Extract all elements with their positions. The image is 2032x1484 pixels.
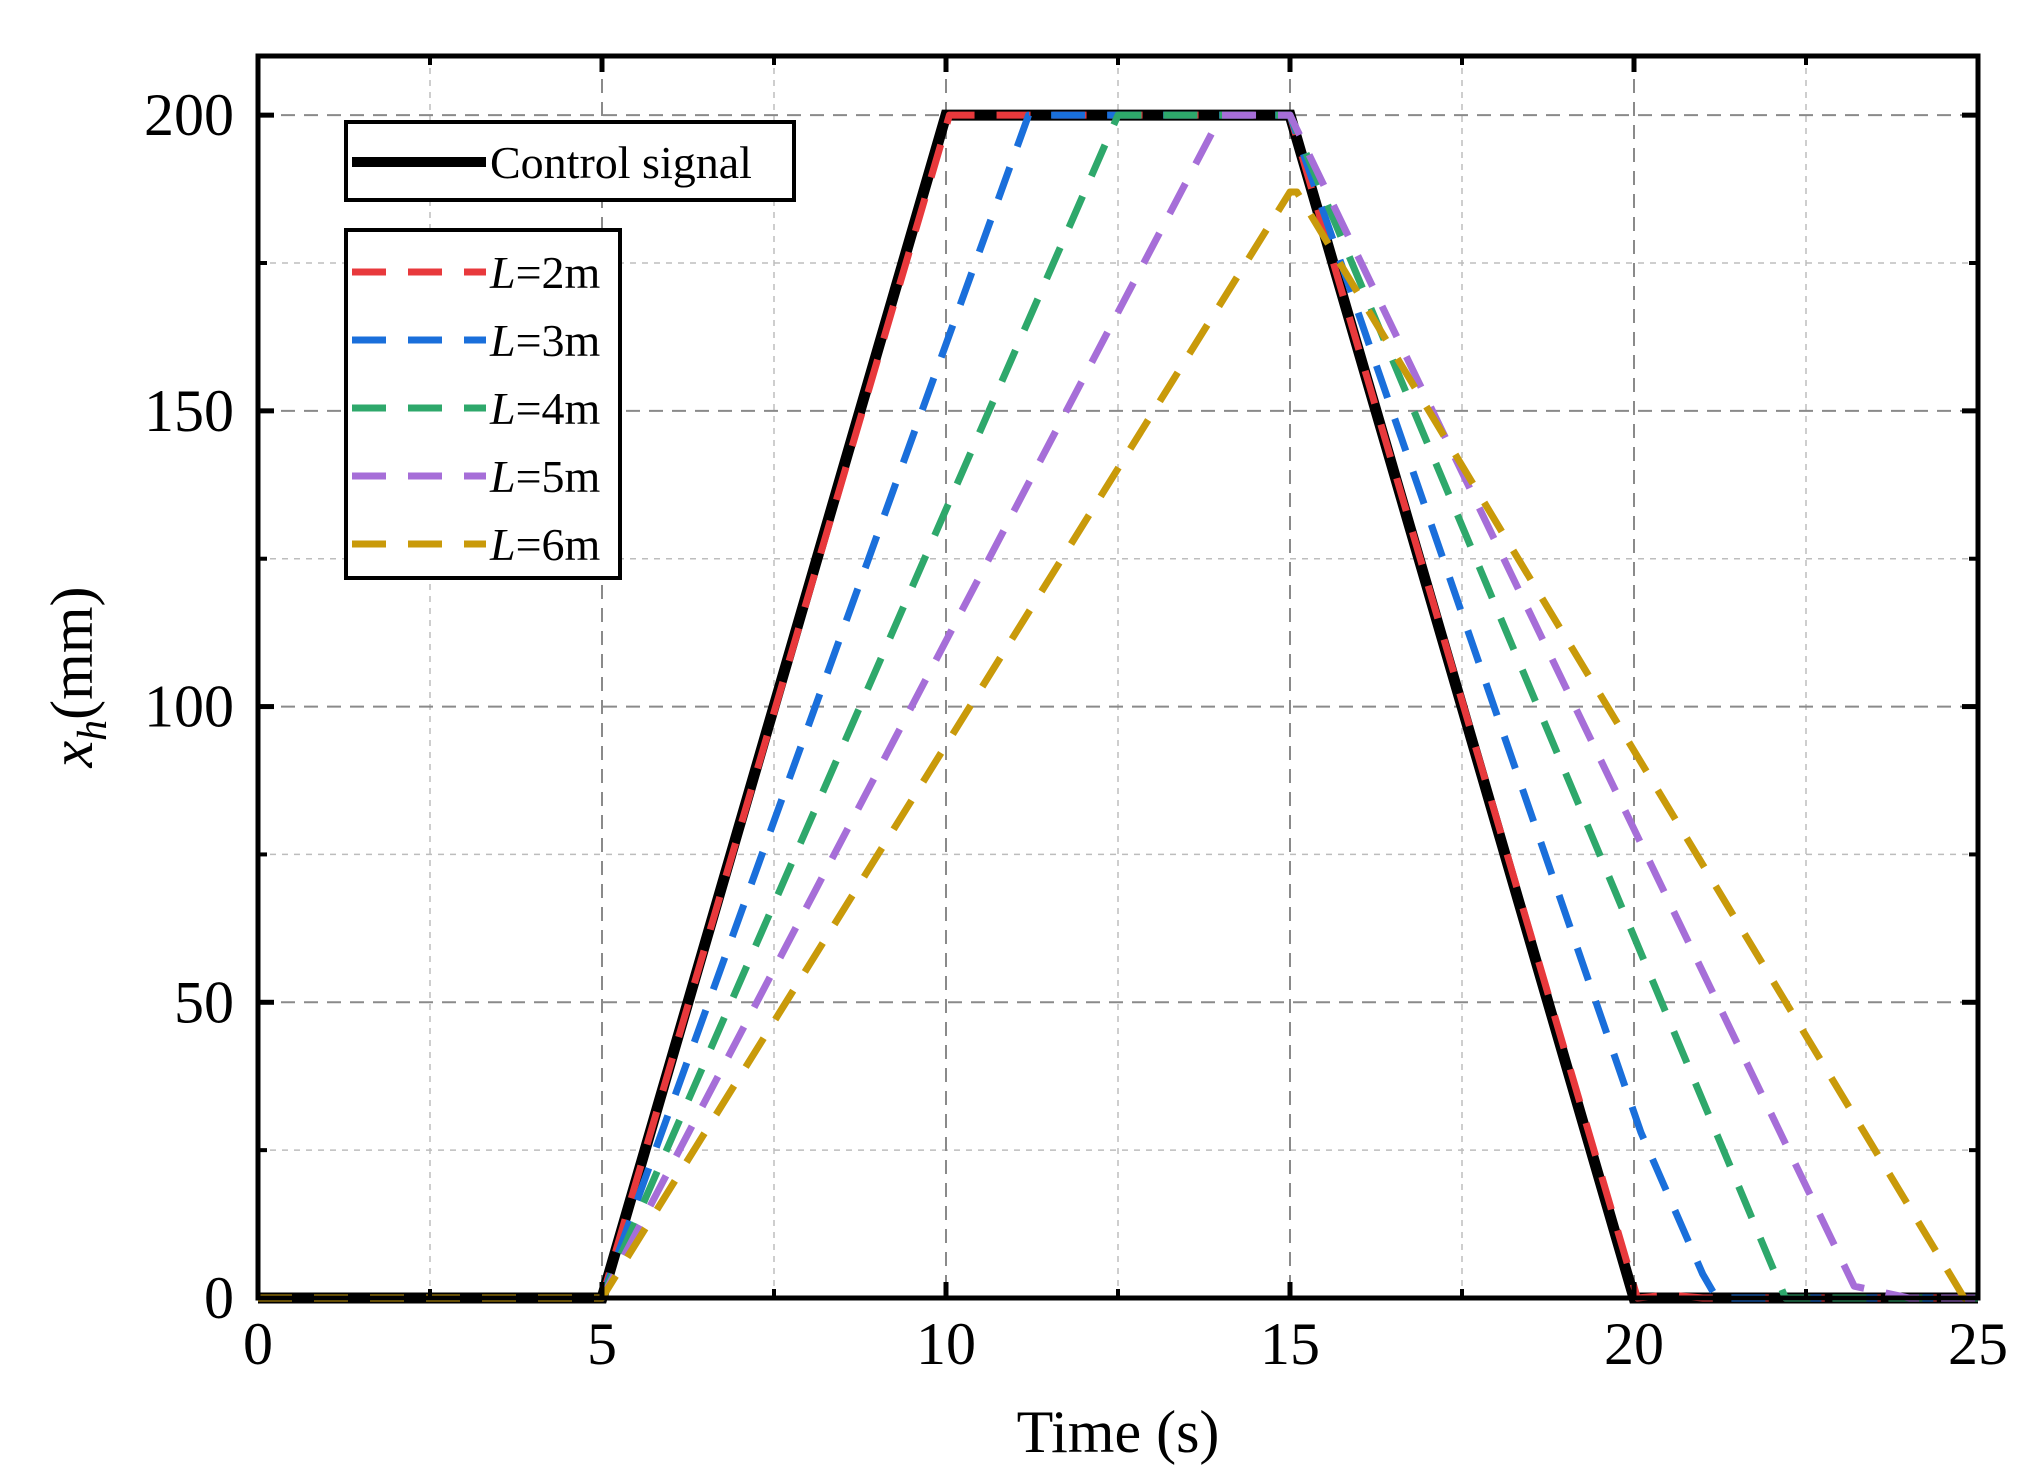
legend-entry: L=4m	[352, 383, 601, 434]
x-tick-label: 0	[243, 1311, 273, 1377]
y-tick-label: 100	[144, 674, 234, 740]
legend-control-signal: Control signal	[344, 120, 796, 202]
legend-entry: L=3m	[352, 315, 601, 366]
y-axis-title: xh(mm)	[39, 587, 116, 769]
x-tick-label: 15	[1260, 1311, 1320, 1377]
y-tick-label: 150	[144, 378, 234, 444]
legend-label: L=6m	[489, 519, 601, 570]
y-axis-title-var: x	[39, 740, 105, 768]
x-tick-label: 25	[1948, 1311, 2008, 1377]
legend-series: L=2m L=3m L=4m L=5m L=6m	[344, 228, 622, 580]
x-tick-label: 20	[1604, 1311, 1664, 1377]
axis-ticks: 0 5 10 15 20 25 0 50 100 150 200	[144, 56, 2008, 1377]
x-tick-label: 10	[916, 1311, 976, 1377]
legend-label: L=5m	[489, 451, 601, 502]
svg-text:xh(mm): xh(mm)	[39, 587, 116, 769]
legend-label: L=2m	[489, 247, 601, 298]
legend-label: L=4m	[489, 383, 601, 434]
y-axis-title-unit: (mm)	[39, 587, 105, 720]
y-tick-label: 200	[144, 82, 234, 148]
x-axis-title: Time (s)	[1017, 1399, 1220, 1465]
legend-entry: L=2m	[352, 247, 601, 298]
legend-entry: L=5m	[352, 451, 601, 502]
y-axis-title-sub: h	[70, 720, 116, 741]
legend-label-control: Control signal	[490, 137, 752, 188]
grid	[258, 56, 1978, 1298]
x-tick-label: 5	[587, 1311, 617, 1377]
y-tick-label: 0	[204, 1265, 234, 1331]
y-tick-label: 50	[174, 969, 234, 1035]
legend-label: L=3m	[489, 315, 601, 366]
legend-entry: L=6m	[352, 519, 601, 570]
